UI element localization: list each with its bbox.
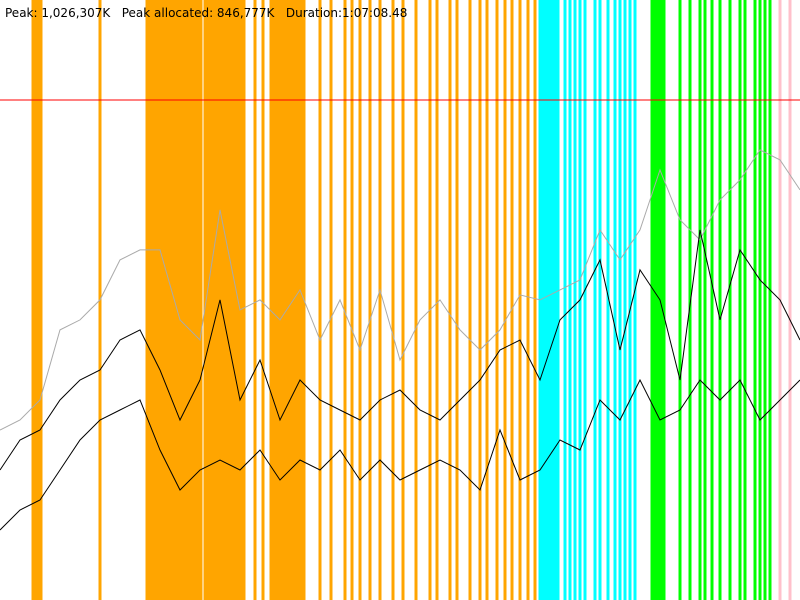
chart-title: Peak: 1,026,307K Peak allocated: 846,777… (5, 6, 407, 20)
series-line (0, 378, 800, 531)
lines (0, 149, 800, 531)
series-line (0, 149, 800, 431)
series-line (0, 229, 800, 471)
